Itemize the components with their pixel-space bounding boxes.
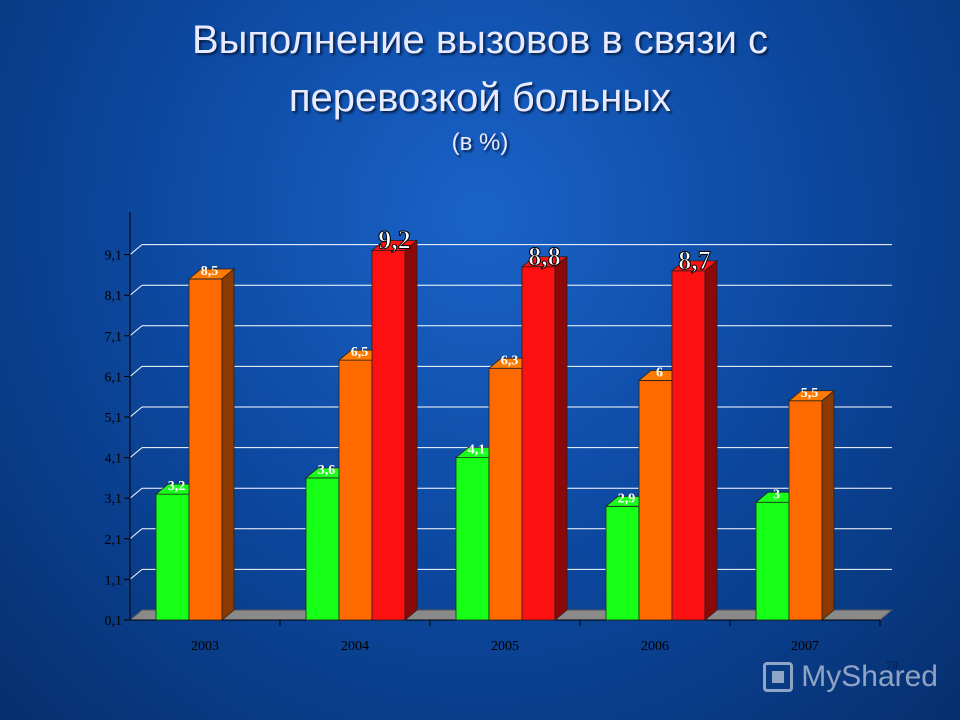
gridline-diag (129, 406, 143, 418)
y-tick-label: 8,1 (105, 289, 123, 304)
bar-front (305, 477, 340, 621)
y-tick-label: 1,1 (105, 573, 123, 588)
bar-front (755, 501, 790, 621)
bar-front (188, 278, 223, 621)
x-tick-label: 2003 (191, 639, 219, 654)
bar-2004-s2: 9,2 (370, 225, 419, 621)
y-tick-label: 7,1 (105, 330, 123, 345)
x-tick-label: 2007 (791, 639, 819, 654)
bar-front (638, 380, 673, 621)
gridline-diag (129, 244, 143, 255)
data-label: 3 (773, 487, 780, 502)
bar-front (455, 457, 490, 621)
data-label: 3,2 (168, 479, 186, 494)
bar-side (554, 255, 568, 621)
bar-front (788, 400, 823, 621)
bar-2007-s1: 5,5 (787, 386, 836, 621)
data-label: 3,6 (318, 463, 336, 478)
bar-front (671, 270, 706, 621)
bar-side (821, 389, 835, 621)
page-number: 78 (886, 658, 898, 672)
bar-2006-s2: 8,7 (670, 245, 719, 621)
y-tick-label: 9,1 (105, 249, 123, 264)
bar-2003-s1: 8,5 (187, 264, 236, 621)
x-tick-label: 2005 (491, 639, 519, 654)
y-tick-label: 6,1 (105, 370, 123, 385)
data-label: 5,5 (801, 386, 819, 401)
gridline-diag (129, 284, 143, 296)
watermark-text: MyShared (801, 660, 938, 693)
y-tick-label: 4,1 (105, 452, 123, 467)
bar-2005-s2: 8,8 (520, 241, 569, 621)
y-tick-label: 0,1 (105, 614, 123, 629)
data-label: 6,3 (501, 353, 519, 368)
chart-title-line1: Выполнение вызовов в связи с (191, 18, 769, 62)
data-label: 6 (656, 365, 663, 380)
bar-front (521, 266, 556, 621)
x-tick-label: 2006 (641, 639, 669, 654)
data-label: 9,2 (378, 226, 411, 255)
bar-front (338, 359, 373, 621)
data-label: 8,8 (528, 242, 561, 271)
chart-title-line2: перевозкой больных (288, 76, 672, 120)
bar-front (371, 250, 406, 621)
gridline-diag (129, 487, 143, 499)
gridline-diag (129, 366, 143, 377)
x-tick-label: 2004 (341, 639, 369, 654)
bar-front (155, 493, 190, 621)
data-label: 8,5 (201, 264, 219, 279)
bar-side (404, 239, 418, 621)
y-tick-label: 2,1 (105, 533, 123, 548)
bar-side (704, 259, 718, 621)
bar-side (221, 268, 235, 621)
presentation-icon (763, 662, 794, 692)
data-label: 4,1 (468, 443, 486, 458)
gridline-diag (129, 325, 143, 337)
bar-front (605, 505, 640, 621)
gridline-diag (129, 528, 143, 540)
gridline-diag (129, 447, 143, 458)
y-tick-label: 3,1 (105, 492, 123, 507)
data-label: 6,5 (351, 345, 369, 360)
watermark: MyShared (763, 660, 938, 694)
y-tick-label: 5,1 (105, 411, 123, 426)
data-label: 8,7 (678, 246, 711, 275)
chart-subtitle: (в %) (451, 129, 509, 156)
data-label: 2,9 (618, 491, 636, 506)
bar-front (488, 367, 523, 621)
gridline-diag (129, 569, 143, 580)
